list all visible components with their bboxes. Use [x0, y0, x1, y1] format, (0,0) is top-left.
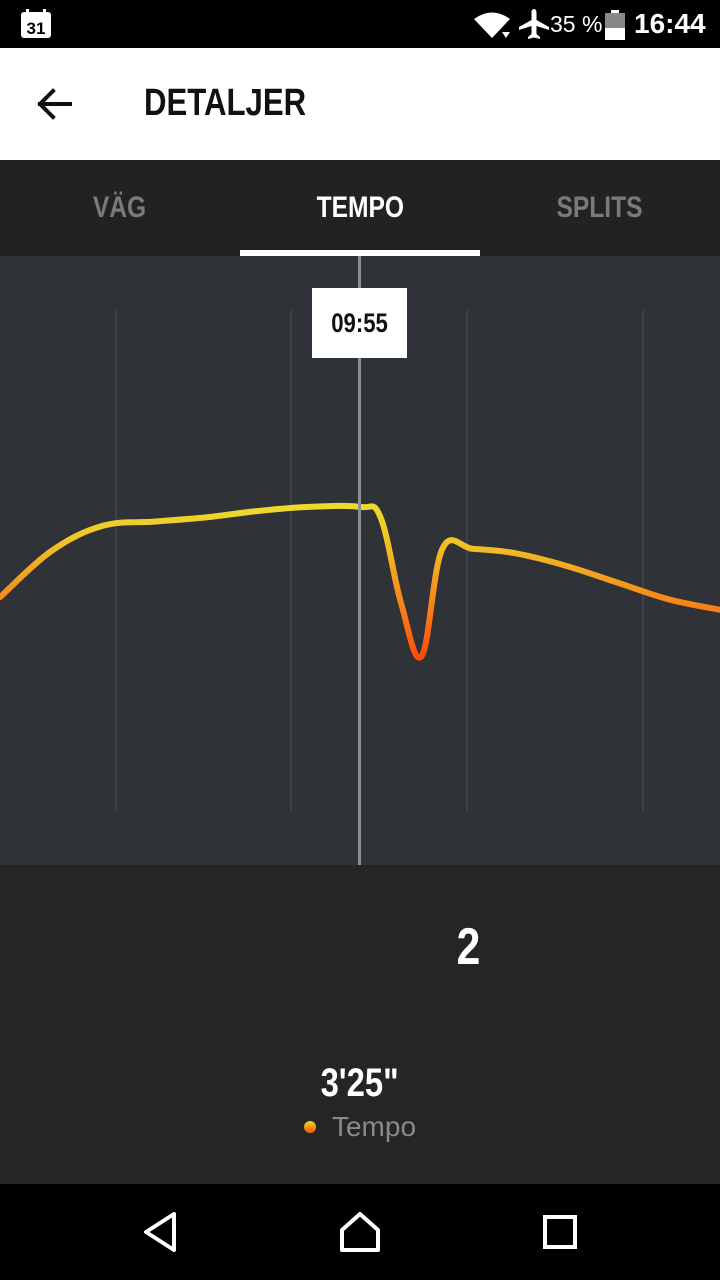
time-tooltip-label: 09:55 [331, 308, 388, 338]
page-title: DETALJER [144, 82, 307, 124]
battery-icon [605, 10, 625, 40]
calendar-day: 31 [27, 19, 46, 38]
tab-splits-label: SPLITS [556, 191, 644, 224]
legend-dot-icon [303, 1121, 316, 1133]
battery-percent: 35 % [550, 11, 603, 37]
time-tooltip: 09:55 [312, 288, 407, 358]
tab-bar: VÄG TEMPO SPLITS [0, 160, 720, 256]
tab-tempo[interactable]: TEMPO [240, 160, 480, 256]
tab-vag-label: VÄG [93, 191, 147, 224]
nav-home-icon[interactable] [336, 1208, 384, 1256]
tab-splits[interactable]: SPLITS [480, 160, 720, 256]
tab-tempo-label: TEMPO [316, 191, 404, 224]
pace-line [0, 502, 720, 661]
status-bar: 31 35 % 16:44 [0, 0, 720, 48]
pace-value: 3'25" [0, 1061, 720, 1106]
lap-number-value: 2 [456, 918, 480, 976]
nav-recents-icon[interactable] [536, 1208, 584, 1256]
back-arrow-icon[interactable] [22, 72, 86, 136]
clock: 16:44 [634, 8, 706, 39]
pace-chart[interactable]: 09:55 [0, 256, 720, 865]
legend-label: Tempo [331, 1111, 417, 1142]
info-panel: 2 3'25" Tempo [0, 865, 720, 1184]
tab-vag[interactable]: VÄG [0, 160, 240, 256]
calendar-icon: 31 [21, 9, 51, 38]
legend: Tempo [0, 1111, 720, 1143]
tab-indicator [240, 250, 480, 256]
navigation-bar [0, 1184, 720, 1280]
airplane-mode-icon [519, 9, 549, 39]
lap-number: 2 [440, 917, 496, 977]
wifi-icon [474, 12, 510, 38]
app-bar: DETALJER [0, 48, 720, 160]
pace-value-text: 3'25" [320, 1061, 400, 1105]
nav-back-icon[interactable] [136, 1208, 184, 1256]
